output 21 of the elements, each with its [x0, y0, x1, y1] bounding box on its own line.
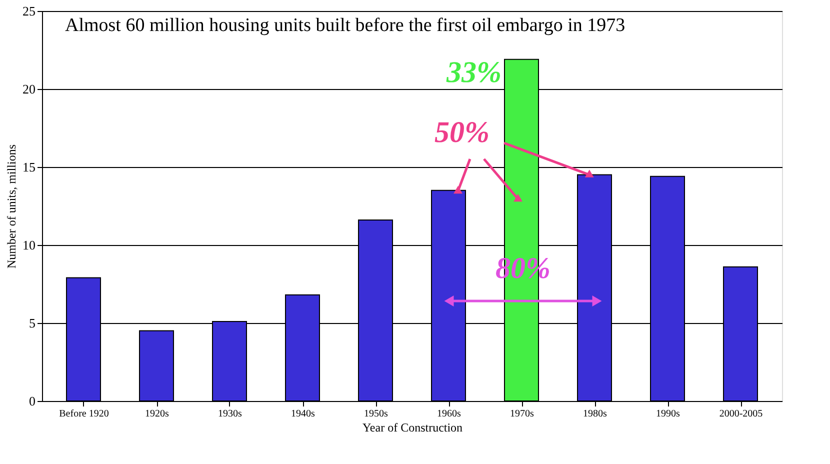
- x-tick-label: 1970s: [510, 408, 534, 420]
- x-tick-label: 1990s: [656, 408, 680, 420]
- x-tick-label: 1930s: [218, 408, 242, 420]
- x-tick-label: Before 1920: [59, 408, 109, 420]
- y-tick-label: 25: [22, 4, 36, 18]
- annotation: 33%: [446, 56, 502, 89]
- chart-title: Almost 60 million housing units built before the first oil embargo in 1973: [65, 15, 626, 36]
- x-tick-label: 1940s: [291, 408, 316, 420]
- annotation: 50%: [434, 116, 490, 149]
- y-tick-label: 0: [29, 394, 36, 408]
- y-tick-label: 15: [22, 160, 36, 174]
- y-tick-label: 5: [29, 316, 36, 330]
- x-axis-title: Year of Construction: [362, 420, 463, 434]
- x-tick-label: 1950s: [364, 408, 388, 420]
- x-tick-label: 2000-2005: [719, 408, 763, 420]
- y-axis-title: Number of units, millions: [4, 144, 18, 268]
- x-tick-label: 1920s: [145, 408, 170, 420]
- y-tick-label: 20: [22, 82, 36, 96]
- x-tick-label: 1960s: [437, 408, 462, 420]
- y-tick-label: 10: [22, 238, 36, 252]
- x-tick-label: 1980s: [583, 408, 608, 420]
